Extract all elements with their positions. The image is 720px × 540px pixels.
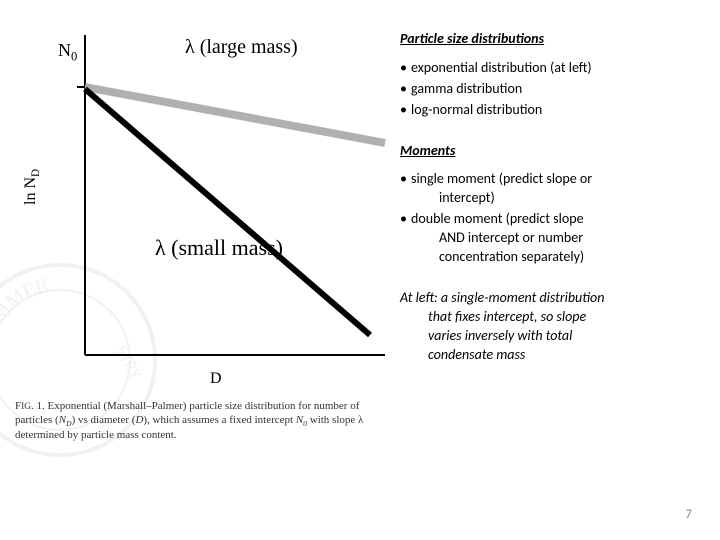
list-item: •log-normal distribution: [400, 101, 710, 120]
bullet-text: log-normal distribution: [411, 101, 710, 120]
list-item: •exponential distribution (at left): [400, 59, 710, 78]
x-axis-label: D: [210, 370, 222, 388]
svg-text:λ (large mass): λ (large mass): [185, 36, 298, 58]
chart: N0 ln ND D λ (large mass)λ (small mass): [30, 30, 390, 390]
list-item: •double moment (predict slopeAND interce…: [400, 210, 710, 267]
y-intercept-label: N0: [58, 40, 77, 65]
list-item: •single moment (predict slope orintercep…: [400, 170, 710, 208]
bullet-icon: •: [400, 210, 407, 267]
list-item: •gamma distribution: [400, 80, 710, 99]
plot-area: λ (large mass) λ (small mass): [85, 35, 385, 355]
moments-list: •single moment (predict slope orintercep…: [400, 170, 710, 266]
figure-caption: FIG. 1. Exponential (Marshall–Palmer) pa…: [15, 400, 385, 442]
bullet-text: gamma distribution: [411, 80, 710, 99]
bullet-icon: •: [400, 59, 407, 78]
bullet-text: single moment (predict slope orintercept…: [411, 170, 710, 208]
bullet-icon: •: [400, 80, 407, 99]
bullet-text: exponential distribution (at left): [411, 59, 710, 78]
svg-text:λ (small mass): λ (small mass): [155, 235, 283, 260]
bullet-icon: •: [400, 170, 407, 208]
text-panel: Particle size distributions •exponential…: [390, 0, 720, 540]
figure-panel: COMMER STRY N0 ln ND D λ (large mass)λ (…: [0, 0, 390, 540]
page-number: 7: [685, 507, 692, 522]
heading-distributions: Particle size distributions: [400, 30, 710, 49]
heading-moments: Moments: [400, 142, 710, 161]
y-axis-label: ln ND: [22, 169, 42, 205]
bullet-icon: •: [400, 101, 407, 120]
caption-paragraph: At left: a single-moment distributiontha…: [400, 289, 710, 365]
distributions-list: •exponential distribution (at left)•gamm…: [400, 59, 710, 120]
bullet-text: double moment (predict slopeAND intercep…: [411, 210, 710, 267]
